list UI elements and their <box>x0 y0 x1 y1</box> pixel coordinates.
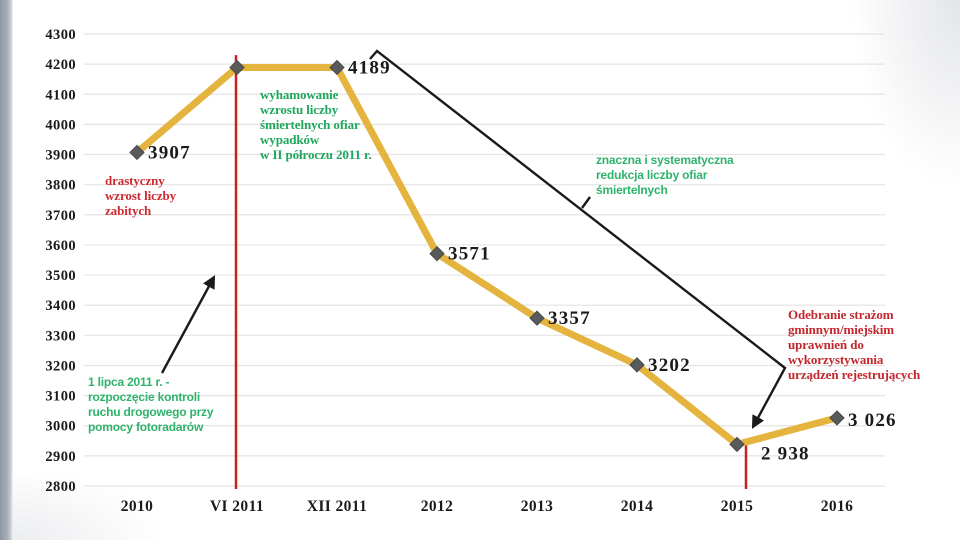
y-axis-label: 3400 <box>45 298 76 314</box>
data-point-marker <box>129 144 145 161</box>
y-axis-label: 4000 <box>45 117 76 133</box>
x-axis-label: VI 2011 <box>210 498 264 515</box>
data-point-marker <box>629 357 645 373</box>
data-point-label: 3907 <box>148 142 191 163</box>
x-axis-label: 2012 <box>421 498 454 515</box>
data-point-marker <box>429 245 445 262</box>
y-axis-label: 4100 <box>45 87 76 103</box>
y-axis-label: 3100 <box>45 389 76 405</box>
y-axis-label: 4200 <box>45 57 76 73</box>
annotation-drastic-increase: drastyczny wzrost liczby zabitych <box>105 173 177 218</box>
series-line <box>133 63 841 448</box>
data-point-label: 3 026 <box>848 410 897 431</box>
annotation-rights-revoked: Odebranie strażom gminnym/miejskim upraw… <box>788 307 921 382</box>
x-axis-label: 2014 <box>621 498 654 515</box>
data-point-marker <box>529 310 545 326</box>
y-axis-label: 2900 <box>45 449 76 465</box>
annotation-leader-tick <box>581 196 591 209</box>
annotation-systematic-reduction: znaczna i systematyczna redukcja liczby … <box>596 153 734 197</box>
data-point-marker <box>829 410 845 426</box>
y-axis-label: 3000 <box>45 419 76 435</box>
x-axis-label: 2010 <box>121 498 154 515</box>
y-axis-label: 3800 <box>45 178 76 194</box>
y-axis-label: 3700 <box>45 208 76 224</box>
y-axis-label: 3300 <box>45 328 76 344</box>
data-point-marker <box>729 436 745 453</box>
data-point-marker <box>329 59 345 76</box>
y-axis-label: 3500 <box>45 268 76 284</box>
data-point-label: 4189 <box>348 57 391 78</box>
y-axis-label: 2800 <box>45 479 76 495</box>
annotation-arrow <box>160 275 216 374</box>
data-point-label: 3202 <box>648 355 691 376</box>
x-axis-label: 2016 <box>821 498 854 515</box>
data-point-label: 3571 <box>448 244 491 265</box>
annotation-speed-cameras-start: 1 lipca 2011 r. - rozpoczęcie kontroli r… <box>88 375 214 434</box>
y-axis-label: 3200 <box>45 358 76 374</box>
slide-edge-bar <box>0 0 13 540</box>
x-axis-label: XII 2011 <box>307 498 367 515</box>
data-point-label: 3357 <box>548 308 591 329</box>
x-axis-label: 2015 <box>721 498 754 515</box>
y-axis-label: 3600 <box>45 238 76 254</box>
data-point-label: 2 938 <box>761 443 810 464</box>
annotation-arrow <box>369 49 787 429</box>
y-axis-label: 4300 <box>45 27 76 43</box>
data-point-marker <box>229 59 245 76</box>
x-axis-label: 2013 <box>521 498 554 515</box>
annotation-growth-slowdown: wyhamowanie wzrostu liczby śmiertelnych … <box>260 87 372 162</box>
y-axis-label: 3900 <box>45 148 76 164</box>
